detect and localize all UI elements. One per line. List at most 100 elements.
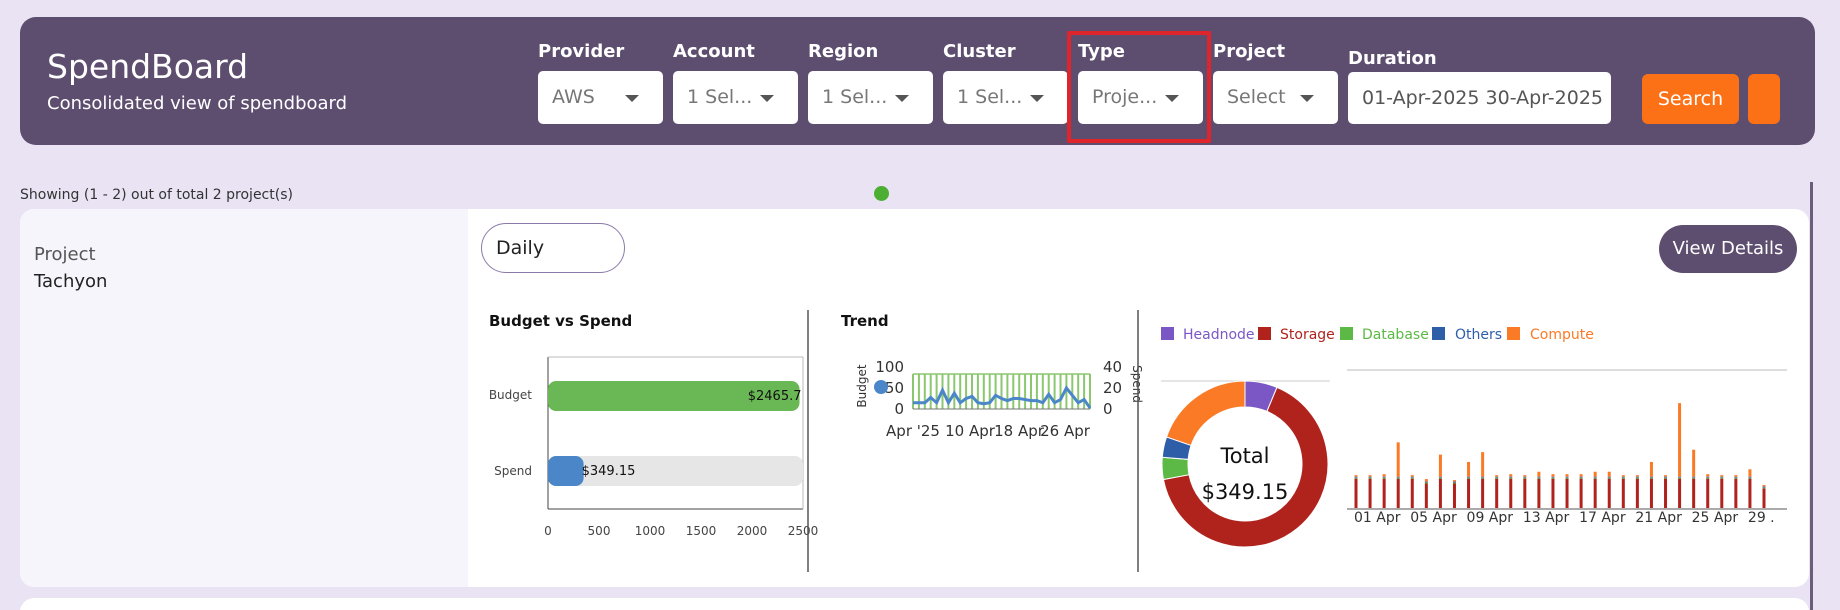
scrollbar[interactable]: [1810, 182, 1813, 610]
legend-swatch-others: [1432, 327, 1445, 340]
trend-budget-bar: [929, 374, 932, 409]
daily-bar-storage: [1509, 478, 1513, 508]
chevron-down-icon: [760, 95, 774, 102]
trend-budget-bar: [935, 374, 938, 409]
trend-y-left-tick-50: 50: [885, 379, 904, 397]
daily-bar-storage: [1382, 478, 1386, 508]
bvs-data-label-budget: $2465.7: [748, 389, 802, 404]
daily-bar-database: [1537, 477, 1541, 479]
trend-budget-bar: [1035, 374, 1038, 409]
header-bar: SpendBoard Consolidated view of spendboa…: [20, 17, 1815, 145]
daily-bar-storage: [1438, 478, 1442, 508]
trend-y-right-tick-0: 0: [1103, 400, 1113, 418]
daily-bar-database: [1551, 477, 1555, 479]
daily-bar-storage: [1649, 478, 1653, 508]
cluster-select[interactable]: 1 Sel...: [943, 71, 1068, 124]
daily-x-tick: 21 Apr: [1635, 510, 1682, 526]
daily-bar-compute: [1621, 475, 1625, 477]
daily-bar-database: [1692, 477, 1696, 479]
daily-bar-storage: [1607, 478, 1611, 508]
trend-budget-bar: [1065, 374, 1068, 409]
daily-bar-compute: [1551, 474, 1555, 477]
daily-x-tick: 29 .: [1748, 510, 1775, 526]
daily-x-tick: 25 Apr: [1692, 510, 1739, 526]
donut-slices: [1161, 380, 1329, 548]
cost-legend: Headnode Storage Database Others Compute: [1161, 327, 1594, 343]
daily-bar-compute: [1481, 452, 1485, 477]
search-button[interactable]: Search: [1642, 74, 1739, 124]
daily-bar-storage: [1692, 478, 1696, 508]
extra-action-button[interactable]: [1748, 74, 1780, 124]
trend-spend-line: [913, 385, 1092, 409]
daily-x-tick: 05 Apr: [1410, 510, 1457, 526]
bvs-data-label-spend: $349.15: [582, 464, 636, 479]
daily-bar-database: [1593, 477, 1597, 479]
provider-select[interactable]: AWS: [538, 71, 663, 124]
daily-bar-database: [1734, 477, 1738, 479]
daily-bar-compute: [1579, 474, 1583, 477]
daily-bar-database: [1368, 477, 1372, 479]
results-count: Showing (1 - 2) out of total 2 project(s…: [20, 187, 293, 203]
legend-headnode[interactable]: Headnode: [1183, 327, 1255, 343]
daily-bar-compute: [1368, 475, 1372, 477]
type-select[interactable]: Proje...: [1078, 71, 1203, 124]
trend-y-right-tick-20: 20: [1103, 379, 1122, 397]
daily-bar-database: [1678, 477, 1682, 479]
bvs-x-tick: 1000: [635, 524, 666, 538]
legend-storage[interactable]: Storage: [1280, 327, 1335, 343]
bvs-x-tick: 1500: [686, 524, 717, 538]
daily-bar-database: [1579, 477, 1583, 479]
bvs-bar-spend: [548, 456, 584, 486]
daily-bar-compute: [1565, 474, 1569, 477]
daily-bar-compute: [1635, 475, 1639, 477]
type-label: Type: [1078, 41, 1125, 62]
project-card: Project Tachyon Daily View Details: [20, 209, 1809, 587]
daily-bar-storage: [1481, 478, 1485, 508]
donut-slice-storage[interactable]: [1162, 386, 1329, 548]
view-details-button[interactable]: View Details: [1659, 225, 1797, 273]
trend-budget-bar: [1006, 374, 1009, 409]
trend-y-right-tick-40: 40: [1103, 358, 1122, 376]
project-info-panel: Project Tachyon: [20, 209, 468, 587]
legend-swatch-headnode: [1161, 327, 1174, 340]
cluster-value: 1 Sel...: [957, 86, 1023, 108]
daily-bar-database: [1438, 477, 1442, 479]
period-select[interactable]: Daily: [481, 223, 625, 273]
daily-bar-storage: [1523, 478, 1527, 508]
project-select[interactable]: Select: [1213, 71, 1338, 124]
daily-bar-storage: [1368, 478, 1372, 508]
daily-bar-storage: [1621, 478, 1625, 508]
bvs-x-ticks: 0 500 1000 1500 2000 2500: [544, 524, 818, 538]
chevron-down-icon: [1030, 95, 1044, 102]
bvs-x-tick: 2000: [737, 524, 768, 538]
daily-bar-database: [1495, 477, 1499, 479]
daily-bar-storage: [1593, 478, 1597, 508]
daily-bar-compute: [1706, 474, 1710, 477]
region-select[interactable]: 1 Sel...: [808, 71, 933, 124]
budget-vs-spend-chart: Budget vs Spend Budget Spend $2465.7 $34…: [489, 310, 818, 572]
duration-date-range[interactable]: 01-Apr-2025 30-Apr-2025: [1348, 72, 1611, 124]
daily-bar-database: [1354, 477, 1358, 479]
daily-bar-storage: [1354, 478, 1358, 508]
daily-bar-database: [1621, 477, 1625, 479]
daily-bar-database: [1410, 477, 1414, 479]
daily-bar-compute: [1692, 449, 1696, 477]
legend-database[interactable]: Database: [1362, 327, 1429, 343]
type-value: Proje...: [1092, 86, 1158, 108]
daily-bar-compute: [1720, 475, 1724, 477]
daily-bars: [1354, 403, 1766, 508]
account-select[interactable]: 1 Sel...: [673, 71, 798, 124]
daily-bar-compute: [1734, 475, 1738, 477]
daily-bar-database: [1607, 477, 1611, 479]
daily-bar-storage: [1678, 478, 1682, 508]
trend-title: Trend: [841, 312, 889, 330]
legend-others[interactable]: Others: [1455, 327, 1502, 343]
donut-slice-compute[interactable]: [1165, 380, 1246, 447]
trend-budget-bar: [988, 374, 991, 409]
daily-bar-compute: [1509, 474, 1513, 477]
budget-vs-spend-title: Budget vs Spend: [489, 312, 632, 330]
legend-compute[interactable]: Compute: [1530, 327, 1594, 343]
trend-budget-bar: [1053, 374, 1056, 409]
daily-bar-storage: [1565, 478, 1569, 508]
daily-bar-storage: [1664, 478, 1668, 508]
